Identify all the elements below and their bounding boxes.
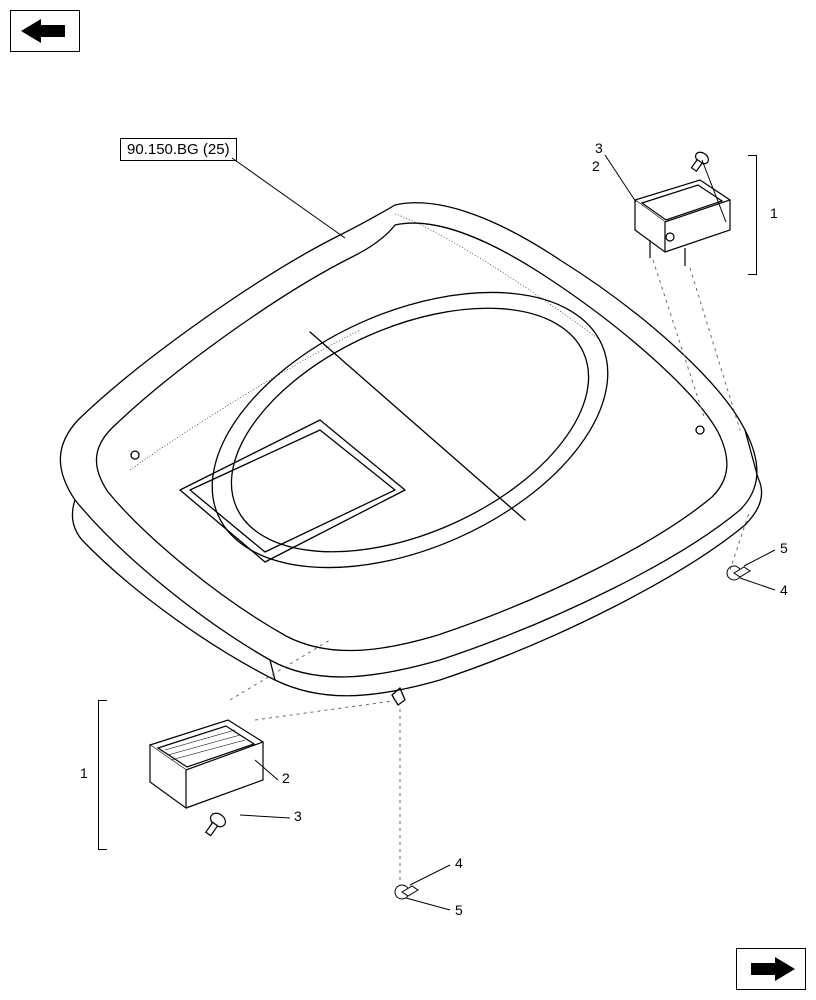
callout-2-top: 2: [592, 158, 600, 174]
light-assembly-bottom: [110, 690, 290, 850]
bracket-bottom: [98, 700, 99, 850]
callout-5-right: 5: [780, 540, 788, 556]
light-assembly-top: [590, 140, 750, 280]
callout-2-bottom: 2: [282, 770, 290, 786]
fastener-right: [716, 548, 776, 598]
callout-1-bottom: 1: [80, 765, 88, 781]
callout-1-top: 1: [770, 205, 778, 221]
fastener-bottom: [380, 870, 440, 920]
bracket-top: [756, 155, 757, 275]
callout-3-bottom: 3: [294, 808, 302, 824]
callout-3-top: 3: [595, 140, 603, 156]
callout-5-bottom: 5: [455, 902, 463, 918]
callout-4-right: 4: [780, 582, 788, 598]
callout-4-bottom: 4: [455, 855, 463, 871]
